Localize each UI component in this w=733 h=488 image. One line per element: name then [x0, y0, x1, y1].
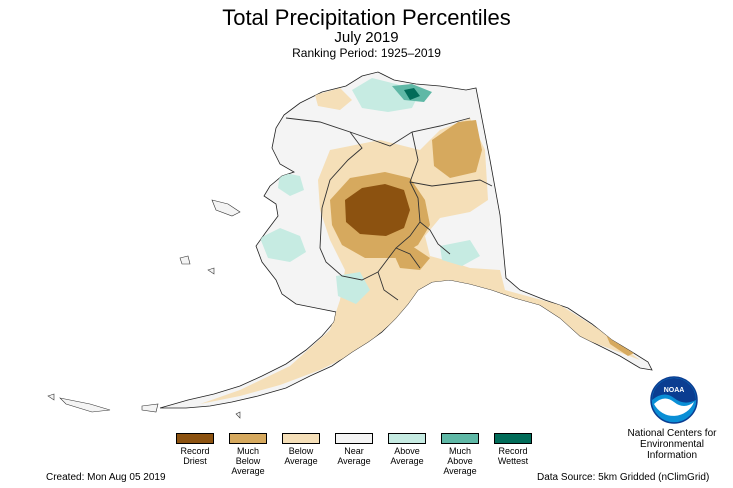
legend-swatch — [335, 433, 373, 444]
much-below-east — [432, 120, 482, 178]
map-title: Total Precipitation Percentiles — [222, 5, 511, 30]
above-average-east — [440, 240, 480, 266]
legend-label-line: Above — [447, 456, 473, 466]
legend-label-line: Above — [394, 446, 420, 456]
legend-label-line: Near — [344, 446, 364, 456]
legend-near-average: Near Average — [327, 433, 381, 466]
above-average-west — [260, 228, 306, 262]
ranking-period: Ranking Period: 1925–2019 — [292, 46, 441, 60]
record-wettest-region — [404, 88, 420, 100]
legend-above-average: Above Average — [380, 433, 434, 466]
ncei-attribution: National Centers for Environmental Infor… — [620, 428, 724, 461]
legend-label-line: Below — [235, 456, 261, 466]
map-subtitle: July 2019 — [334, 29, 399, 46]
data-source: Data Source: 5km Gridded (nClimGrid) — [537, 472, 710, 483]
legend-label-line: Record — [180, 446, 210, 456]
ncei-line: National Centers for — [627, 428, 717, 439]
legend-much-below-average: Much Below Average — [221, 433, 275, 476]
created-date: Created: Mon Aug 05 2019 — [46, 472, 166, 483]
legend-label-line: Much — [448, 446, 471, 456]
legend-much-above-average: Much Above Average — [433, 433, 487, 476]
legend-label-line: Much — [236, 446, 259, 456]
islands — [47, 199, 241, 419]
legend-record-wettest: Record Wettest — [486, 433, 540, 466]
legend-label-line: Driest — [183, 456, 207, 466]
legend-label-line: Average — [443, 466, 477, 476]
above-average-northwest — [278, 172, 304, 196]
legend-label-line: Wettest — [497, 456, 529, 466]
legend-label-line: Average — [231, 466, 265, 476]
noaa-logo-text: NOAA — [664, 387, 685, 394]
legend-label-line: Average — [284, 456, 318, 466]
legend-swatch — [229, 433, 267, 444]
legend-swatch — [494, 433, 532, 444]
legend-below-average: Below Average — [274, 433, 328, 466]
much-below-south — [392, 246, 430, 270]
legend-label-line: Below — [288, 446, 314, 456]
legend-label-line: Average — [390, 456, 424, 466]
noaa-logo-icon: NOAA — [650, 376, 698, 424]
record-driest-region — [345, 184, 410, 236]
legend-swatch — [176, 433, 214, 444]
legend-record-driest: Record Driest — [168, 433, 222, 466]
legend-label-line: Record — [498, 446, 528, 456]
legend-swatch — [441, 433, 479, 444]
legend-swatch — [282, 433, 320, 444]
ncei-line: Environmental — [640, 439, 704, 450]
ncei-line: Information — [646, 450, 698, 461]
below-average-north — [315, 88, 352, 110]
climate-division-lines — [285, 117, 493, 301]
map-legend: Record Driest Much Below Average Below A… — [168, 433, 538, 477]
legend-label-line: Average — [337, 456, 371, 466]
legend-swatch — [388, 433, 426, 444]
